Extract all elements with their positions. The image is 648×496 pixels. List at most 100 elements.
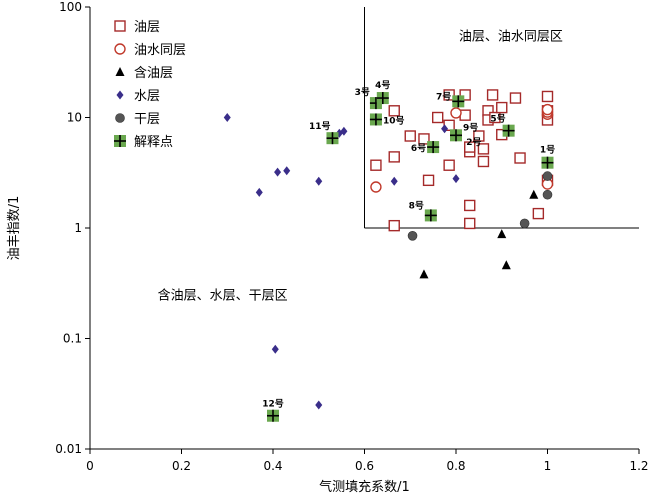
point-open-square (459, 89, 471, 101)
point-filled-triangle (529, 189, 539, 199)
y-axis-ticks: 0.01 0.1 1 10 100 (55, 0, 90, 456)
y-tick-label: 10 (67, 111, 82, 125)
point-filled-circle (407, 230, 418, 241)
legend-label: 解释点 (134, 135, 173, 150)
point-filled-diamond (271, 344, 279, 354)
point-open-square (459, 109, 471, 121)
point-filled-circle (542, 171, 553, 181)
region-label: 油层、油水同层区 (459, 30, 563, 45)
point-filled-diamond (441, 124, 449, 134)
point-label: 2号 (466, 137, 481, 148)
x-tick-label: 1.2 (629, 459, 648, 473)
point-labels: 1号 3号 4号 5号 6号 7号 9号 8号 10号 11号 12号 2号 (262, 80, 555, 410)
point-label: 10号 (383, 115, 405, 126)
x-axis-ticks: 0 0.2 0.4 0.6 0.8 1 1.2 (86, 449, 648, 473)
point-open-square (388, 105, 400, 117)
x-tick-label: 0.4 (263, 459, 282, 473)
point-label: 11号 (309, 121, 331, 132)
legend-label: 油层 (134, 20, 160, 35)
x-tick-label: 0.6 (355, 459, 374, 473)
point-filled-diamond (315, 176, 323, 186)
point-label: 12号 (262, 399, 284, 410)
region-label: 含油层、水层、干层区 (158, 288, 288, 304)
point-filled-diamond (223, 113, 231, 122)
point-label: 4号 (375, 80, 390, 91)
point-open-square (422, 174, 435, 187)
point-open-square (509, 92, 522, 104)
interpretation-point (502, 124, 515, 137)
point-open-square (477, 155, 490, 168)
point-label: 3号 (355, 87, 370, 98)
legend-label: 干层 (134, 112, 160, 127)
x-tick-label: 0.2 (172, 459, 191, 473)
point-open-square (489, 111, 501, 124)
point-open-square (418, 133, 430, 145)
legend-marker (114, 135, 126, 147)
y-tick-label: 0.01 (55, 442, 82, 456)
data-points (223, 89, 554, 422)
x-axis-label: 气测填充系数/1 (319, 479, 410, 495)
point-open-square (464, 217, 476, 230)
y-axis-label: 油丰指数/1 (7, 196, 22, 261)
point-filled-diamond (283, 166, 291, 176)
x-tick-label: 0.8 (446, 459, 465, 473)
y-tick-label: 100 (59, 0, 82, 14)
interpretation-point (369, 113, 382, 126)
point-filled-triangle (497, 229, 507, 239)
point-label: 5号 (490, 114, 505, 125)
point-open-square (404, 130, 416, 142)
point-open-circle (450, 107, 462, 119)
point-open-square (496, 101, 508, 114)
point-open-square (541, 90, 554, 103)
legend-marker (114, 43, 126, 55)
point-filled-triangle (501, 260, 511, 270)
legend-label: 水层 (134, 89, 160, 104)
legend-marker (116, 90, 124, 100)
point-open-square (532, 207, 545, 220)
legend-marker (114, 20, 126, 32)
interpretation-point (541, 156, 554, 169)
interpretation-point (450, 129, 462, 142)
region-boundary (364, 7, 639, 229)
interpretation-point (424, 209, 437, 222)
point-open-square (464, 141, 476, 153)
point-filled-circle (542, 189, 553, 200)
interpretation-point (427, 141, 440, 154)
point-open-square (514, 152, 526, 164)
point-filled-diamond (274, 167, 282, 177)
interpretation-point (376, 92, 389, 105)
point-filled-diamond (255, 187, 263, 197)
interpretation-point (452, 95, 465, 108)
legend-marker (115, 67, 125, 76)
point-open-square (486, 89, 499, 101)
point-open-square (443, 89, 455, 101)
point-filled-diamond (390, 176, 398, 186)
legend-label: 含油层 (134, 65, 173, 81)
point-open-circle (370, 181, 382, 193)
point-open-square (388, 151, 400, 163)
point-open-square (388, 219, 400, 232)
legend-marker (115, 113, 125, 123)
point-open-square (477, 143, 490, 155)
y-tick-label: 1 (74, 221, 82, 235)
x-tick-label: 0 (86, 459, 94, 473)
interpretation-point (267, 409, 279, 422)
point-label: 1号 (540, 145, 555, 156)
point-open-square (473, 130, 485, 142)
point-filled-diamond (315, 400, 323, 410)
point-open-square (443, 159, 455, 171)
interpretation-point (326, 132, 339, 145)
point-filled-circle (519, 218, 530, 229)
point-filled-diamond (452, 174, 460, 184)
point-open-square (464, 199, 476, 212)
point-label: 6号 (411, 143, 426, 154)
point-open-square (370, 159, 382, 171)
point-label: 8号 (409, 200, 424, 211)
point-label: 9号 (463, 122, 478, 133)
point-filled-triangle (419, 269, 429, 279)
y-tick-label: 0.1 (63, 332, 82, 346)
point-label: 7号 (436, 91, 451, 102)
